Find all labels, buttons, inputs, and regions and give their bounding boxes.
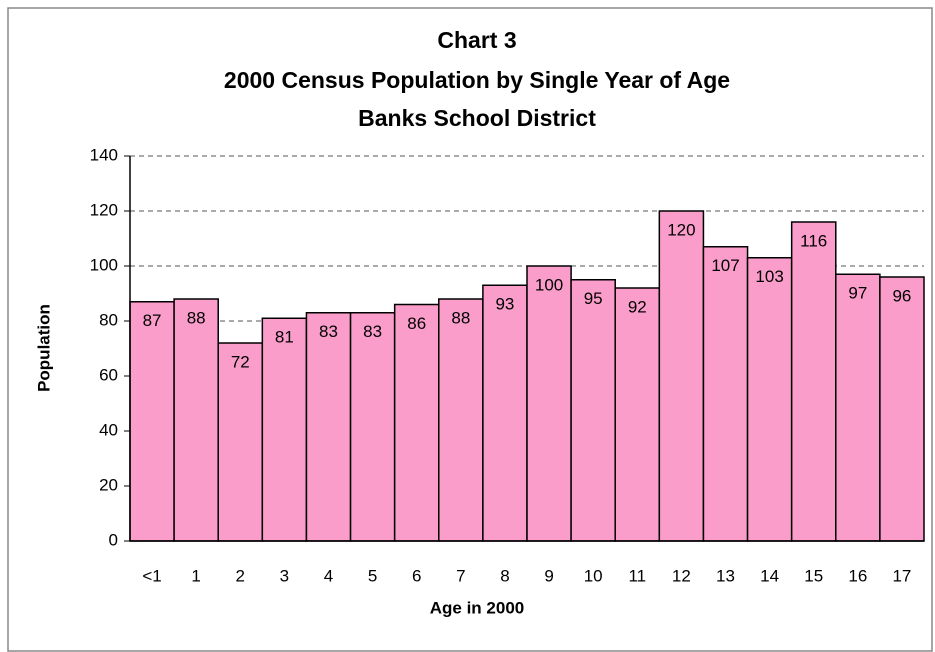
value-label: 95 (584, 289, 603, 308)
bar (570, 279, 616, 542)
x-axis-title: Age in 2000 (430, 598, 525, 617)
bar (658, 210, 705, 542)
x-tick-label: 17 (892, 566, 911, 585)
y-tick-label: 0 (109, 530, 118, 549)
chart-title: Chart 3 (437, 27, 516, 53)
bar (261, 317, 308, 542)
x-tick-label: 5 (368, 566, 377, 585)
y-tick-label: 100 (90, 255, 118, 274)
bar (746, 257, 793, 542)
value-label: 93 (495, 295, 514, 314)
y-tick-label: 120 (90, 200, 118, 219)
bar (305, 312, 352, 542)
value-label: 107 (711, 256, 739, 275)
bar (879, 276, 925, 542)
x-tick-label: 16 (848, 566, 867, 585)
value-label: 116 (800, 231, 827, 250)
x-tick-label: 6 (412, 566, 421, 585)
bar (482, 284, 528, 542)
x-tick-label: 2 (236, 566, 245, 585)
value-label: 88 (451, 308, 470, 327)
x-tick-label: 14 (760, 566, 779, 585)
value-label: 100 (535, 275, 563, 294)
y-tick-label: 140 (90, 145, 118, 164)
x-tick-label: 3 (280, 566, 289, 585)
bar (173, 298, 219, 542)
bar (790, 221, 837, 542)
chart-title: 2000 Census Population by Single Year of… (224, 67, 730, 93)
value-label: 92 (628, 297, 647, 316)
x-tick-label: 7 (456, 566, 465, 585)
bar (393, 303, 440, 542)
y-tick-label: 20 (99, 475, 118, 494)
x-tick-label: 4 (324, 566, 333, 585)
chart-title: Banks School District (358, 105, 596, 131)
value-label: 83 (319, 322, 338, 341)
y-tick-label: 80 (99, 310, 118, 329)
bar (349, 312, 396, 542)
value-label: 83 (363, 322, 382, 341)
y-axis-title: Population (34, 304, 53, 392)
bar (129, 301, 175, 542)
bar (614, 287, 661, 542)
bar (702, 246, 749, 542)
x-tick-label: <1 (142, 566, 161, 585)
value-label: 103 (755, 267, 783, 286)
x-tick-label: 8 (500, 566, 509, 585)
value-label: 88 (187, 308, 206, 327)
x-tick-label: 10 (584, 566, 603, 585)
value-label: 97 (848, 284, 867, 303)
bar (835, 273, 881, 542)
y-tick-label: 60 (99, 365, 118, 384)
bar (526, 265, 572, 542)
value-label: 81 (275, 328, 294, 347)
value-label: 87 (143, 311, 162, 330)
x-tick-label: 9 (544, 566, 553, 585)
x-tick-label: 15 (804, 566, 823, 585)
x-tick-label: 11 (628, 566, 646, 585)
bar (217, 342, 264, 542)
bar (438, 298, 484, 542)
value-label: 120 (667, 220, 695, 239)
x-tick-label: 1 (191, 566, 200, 585)
value-label: 72 (231, 352, 250, 371)
value-label: 86 (407, 314, 426, 333)
x-tick-label: 12 (672, 566, 691, 585)
value-label: 96 (892, 286, 911, 305)
y-tick-label: 40 (99, 420, 118, 439)
x-tick-label: 13 (716, 566, 735, 585)
